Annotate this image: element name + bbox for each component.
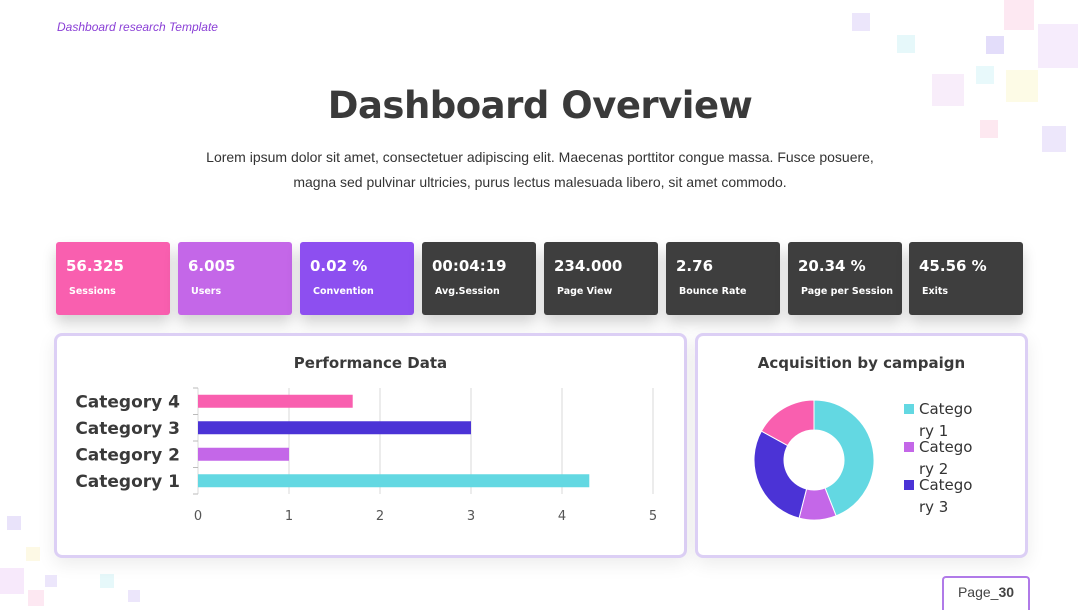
kpi-label: Sessions [69, 286, 116, 297]
template-label: Dashboard research Template [57, 20, 218, 34]
donut-slice-1 [813, 399, 875, 517]
kpi-card-convention: 0.02 % Convention [300, 242, 414, 315]
kpi-card-page-view: 234.000 Page View [544, 242, 658, 315]
kpi-label: Page per Session [801, 286, 894, 297]
bar-chart-tick-label: 0 [194, 509, 202, 524]
kpi-value: 2.76 [676, 257, 714, 275]
bar-chart-tick-label: 2 [376, 509, 384, 524]
donut-slice-4 [760, 399, 815, 447]
bar-category-4 [198, 394, 353, 408]
kpi-label: Avg.Session [435, 286, 500, 297]
legend-label-line1: Catego [919, 438, 972, 456]
bar-category-2 [198, 447, 289, 461]
kpi-card-page-per-session: 20.34 % Page per Session [788, 242, 902, 315]
legend-label-line1: Catego [919, 476, 972, 494]
kpi-card-avg-session: 00:04:19 Avg.Session [422, 242, 536, 315]
legend-swatch [904, 404, 914, 414]
legend-label-line2: ry 2 [919, 460, 948, 478]
kpi-card-users: 6.005 Users [178, 242, 292, 315]
performance-title: Performance Data [293, 354, 448, 372]
legend-label-line2: ry 1 [919, 422, 948, 440]
kpi-value: 234.000 [554, 257, 623, 275]
legend-label-line2: ry 3 [919, 498, 948, 516]
kpi-value: 56.325 [66, 257, 124, 275]
kpi-label: Exits [922, 286, 949, 297]
page-title: Dashboard Overview [327, 84, 753, 127]
legend-label-line1: Catego [919, 400, 972, 418]
kpi-card-exits: 45.56 % Exits [909, 242, 1023, 315]
bar-chart-tick-label: 5 [649, 509, 657, 524]
page-prefix: Page_ [957, 584, 999, 600]
legend-swatch [904, 480, 914, 490]
kpi-value: 0.02 % [310, 257, 368, 275]
performance-panel: Performance Data 0 1 2 3 4 5 Category 1 Categor… [54, 333, 687, 558]
page-number-tag: Page_30 [942, 576, 1030, 610]
bar-chart-tick-label: 4 [558, 509, 566, 524]
kpi-label: Users [191, 286, 222, 297]
page-subtitle: Lorem ipsum dolor sit amet, consectetuer… [160, 145, 920, 195]
kpi-value: 45.56 % [919, 257, 987, 275]
bar-chart-tick-label: 1 [285, 509, 293, 524]
kpi-card-bounce-rate: 2.76 Bounce Rate [666, 242, 780, 315]
kpi-value: 20.34 % [798, 257, 866, 275]
kpi-value: 6.005 [188, 257, 236, 275]
kpi-label: Convention [313, 286, 374, 297]
bar-category-label: Category 1 [75, 472, 180, 492]
kpi-label: Page View [557, 286, 613, 297]
bar-chart-tick-label: 3 [467, 509, 475, 524]
bar-category-label: Category 4 [75, 392, 180, 412]
acquisition-title: Acquisition by campaign [757, 354, 966, 372]
bar-category-label: Category 3 [75, 419, 180, 439]
bar-category-3 [198, 421, 471, 435]
kpi-label: Bounce Rate [679, 286, 747, 297]
bar-category-label: Category 2 [75, 445, 180, 465]
kpi-value: 00:04:19 [432, 257, 507, 275]
page-number: 30 [998, 584, 1015, 600]
performance-bar-chart: 0 1 2 3 4 5 Category 1 Category 2 Category 3 Cate… [75, 387, 657, 524]
subtitle-line-2: magna sed pulvinar ultricies, purus lect… [293, 174, 787, 190]
acquisition-panel: Acquisition by campaign Catego ry 1 Catego… [695, 333, 1028, 558]
kpi-card-sessions: 56.325 Sessions [56, 242, 170, 315]
subtitle-line-1: Lorem ipsum dolor sit amet, consectetuer… [206, 149, 874, 165]
bar-category-1 [198, 474, 590, 488]
donut-slice-3 [753, 430, 808, 519]
legend-swatch [904, 442, 914, 452]
